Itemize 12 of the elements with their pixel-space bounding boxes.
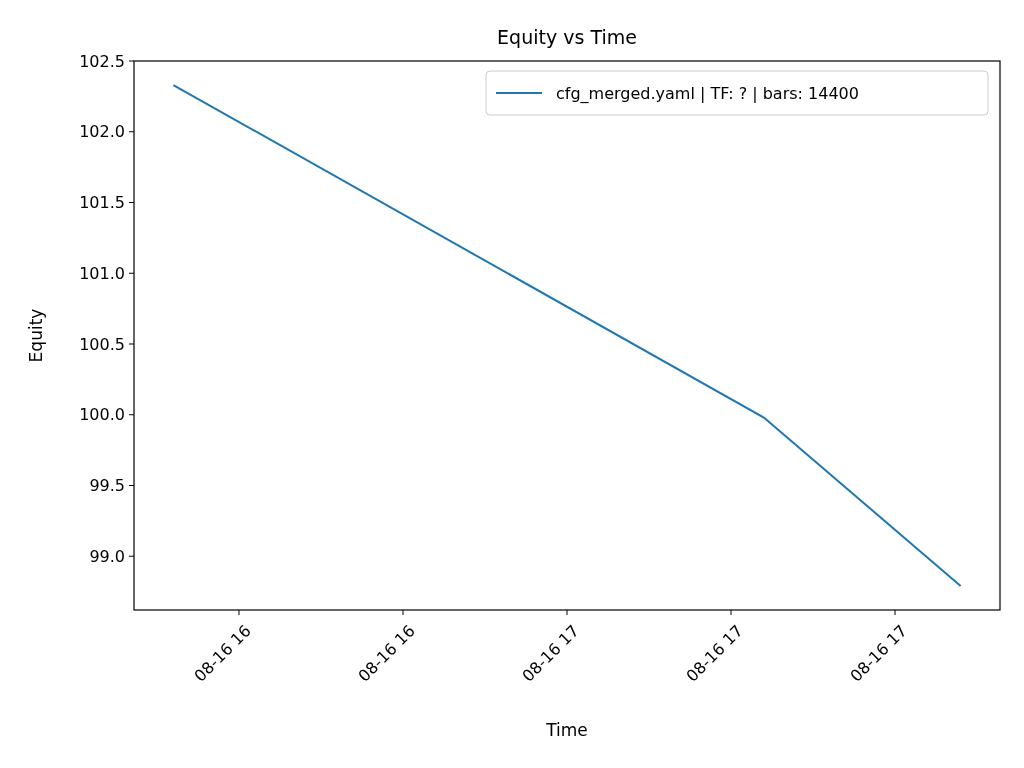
- y-tick-label: 102.0: [79, 122, 125, 142]
- y-tick-label: 102.5: [79, 51, 125, 71]
- y-tick-label: 100.0: [79, 405, 125, 425]
- legend-label: cfg_merged.yaml | TF: ? | bars: 14400: [556, 83, 859, 104]
- y-tick-label: 101.5: [79, 193, 125, 213]
- y-tick-label: 99.0: [89, 546, 125, 566]
- y-axis-title: Equity: [26, 308, 46, 363]
- chart-title: Equity vs Time: [497, 26, 637, 48]
- y-tick-label: 101.0: [79, 263, 125, 283]
- y-tick-label: 99.5: [89, 476, 125, 496]
- x-axis-title: Time: [545, 720, 588, 740]
- y-tick-label: 100.5: [79, 334, 125, 354]
